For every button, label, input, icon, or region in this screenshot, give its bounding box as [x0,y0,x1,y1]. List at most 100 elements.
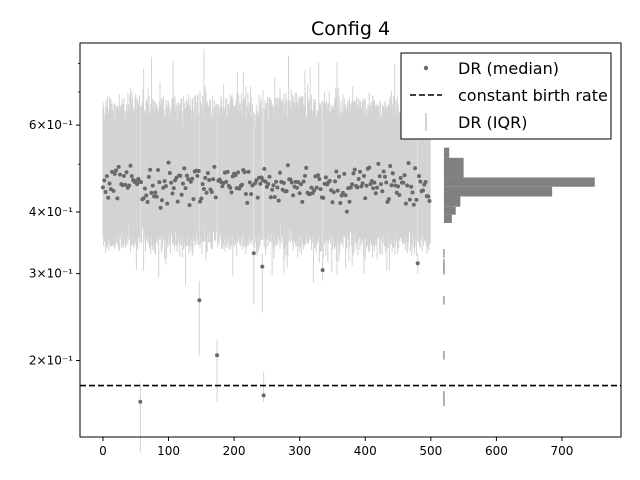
median-point [427,199,432,204]
histogram-bar [443,214,452,223]
y-tick-label: 2×10⁻¹ [29,354,73,368]
median-point [397,192,402,197]
median-points [100,160,432,404]
median-point [276,198,281,203]
median-point [266,181,271,186]
median-point [196,169,201,174]
median-point [220,184,225,189]
median-point [271,183,276,188]
median-point [250,183,255,188]
median-point [121,174,126,179]
legend-marker-median [423,65,429,71]
median-point [146,174,151,179]
median-point [407,197,412,202]
median-point [405,183,410,188]
median-point [410,190,415,195]
median-point [184,173,189,178]
median-point [302,173,307,178]
median-point [115,196,120,201]
median-point [251,251,256,256]
median-point [331,190,336,195]
median-point [207,177,212,182]
median-point [330,200,335,205]
median-point [224,179,229,184]
median-point [171,186,176,191]
median-point [225,169,230,174]
median-point [199,196,204,201]
median-point [163,184,168,189]
median-point [215,353,220,358]
median-point [211,177,216,182]
median-point [154,194,159,199]
median-point [183,186,188,191]
median-point [103,190,108,195]
median-point [179,192,184,197]
median-point [129,174,134,179]
median-point [289,180,294,185]
median-point [323,175,328,180]
median-point [212,164,217,169]
median-point [245,200,250,205]
median-point [335,188,340,193]
median-point [104,174,109,179]
median-point [116,164,121,169]
median-point [274,179,279,184]
x-tick-label: 600 [485,444,508,458]
median-point [200,182,205,187]
histogram-bar [443,186,553,197]
median-point [188,179,193,184]
median-point [195,173,200,178]
median-point [304,165,309,170]
median-point [127,183,132,188]
median-point [376,161,381,166]
median-point [417,174,422,179]
median-point [372,180,377,185]
median-point [351,171,356,176]
median-point [298,182,303,187]
median-point [246,169,251,174]
histogram-bar [443,168,464,178]
median-point [398,175,403,180]
median-point [239,182,244,187]
median-point [392,178,397,183]
median-point [318,187,323,192]
median-point [258,181,263,186]
median-point [384,180,389,185]
y-tick-label: 3×10⁻¹ [29,267,73,281]
median-point [406,161,411,166]
median-point [338,201,343,206]
median-point [247,180,252,185]
median-point [138,399,143,404]
x-tick-label: 700 [551,444,574,458]
y-tick-label: 6×10⁻¹ [29,118,73,132]
plot-frame [79,42,622,438]
median-point [243,192,248,197]
median-point [213,195,218,200]
x-tick-label: 100 [157,444,180,458]
median-point [386,197,391,202]
median-point [413,166,418,171]
median-point [401,180,406,185]
median-point [312,188,317,193]
median-point [186,177,191,182]
median-point [236,170,241,175]
median-point [272,194,277,199]
median-point [358,169,363,174]
median-point [409,184,414,189]
median-point [375,185,380,190]
median-point [150,183,155,188]
histogram-bar [443,177,595,187]
median-point [182,166,187,171]
median-point [263,179,268,184]
legend-label: DR (IQR) [458,113,527,132]
median-point [138,180,143,185]
median-point [260,264,265,269]
median-point [275,185,280,190]
median-point [415,261,420,266]
median-point [100,185,105,190]
median-point [166,160,171,165]
median-point [414,197,419,202]
median-point [367,165,372,170]
median-point [262,166,267,171]
